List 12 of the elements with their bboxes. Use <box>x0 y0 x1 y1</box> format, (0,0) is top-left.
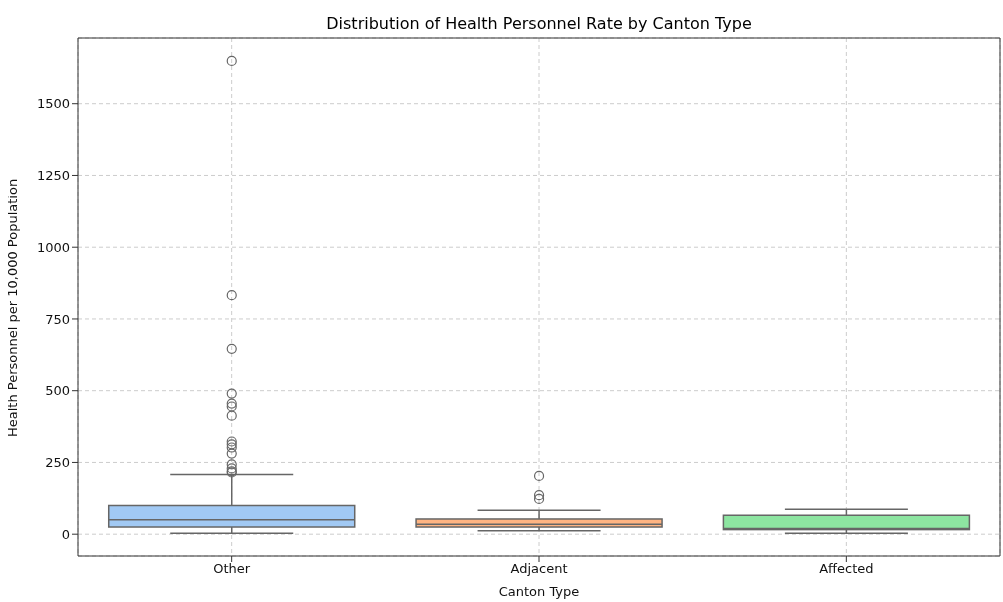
y-tick-label: 1500 <box>36 96 70 112</box>
y-tick-label: 0 <box>61 526 70 542</box>
x-tick-label: Other <box>213 561 251 577</box>
y-tick-label: 1250 <box>36 168 70 184</box>
y-tick-label: 500 <box>45 383 70 399</box>
x-axis-title: Canton Type <box>498 584 580 599</box>
chart-title: Distribution of Health Personnel Rate by Canton Type <box>325 14 753 33</box>
y-tick-label: 250 <box>45 455 70 471</box>
y-tick-label: 1000 <box>36 239 70 255</box>
x-tick-label: Affected <box>819 561 874 577</box>
x-tick-label: Adjacent <box>510 561 568 577</box>
y-tick-label: 750 <box>45 311 70 327</box>
